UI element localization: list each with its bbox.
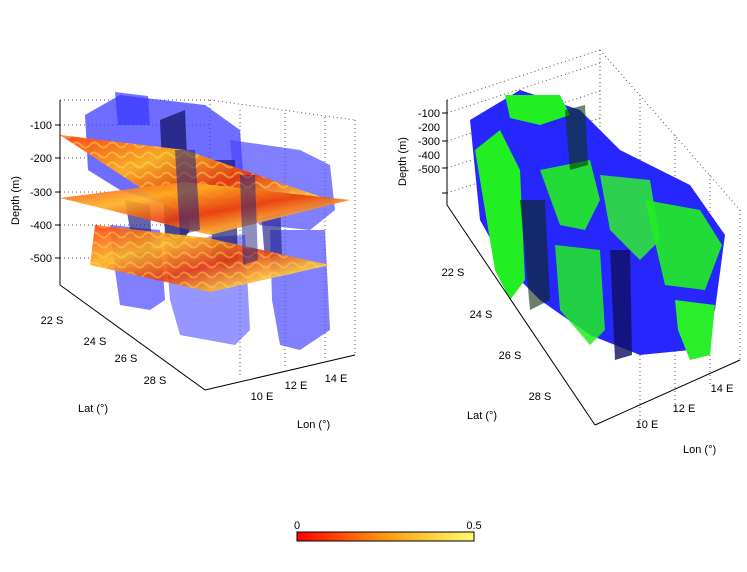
left-x-tick: 14 E bbox=[325, 373, 348, 385]
colorbar-gradient bbox=[296, 531, 475, 542]
left-z-tick: -300 bbox=[30, 187, 52, 199]
right-z-tick: -200 bbox=[418, 122, 440, 134]
right-x-tick: 14 E bbox=[711, 383, 734, 395]
left-z-tick: -400 bbox=[30, 220, 52, 232]
right-y-tick: 26 S bbox=[499, 350, 522, 362]
right-x-tick: 10 E bbox=[636, 419, 659, 431]
right-z-tick: -300 bbox=[418, 136, 440, 148]
colorbar-max-label: 0.5 bbox=[466, 520, 481, 532]
right-z-tick: -500 bbox=[418, 164, 440, 176]
right-x-label: Lon (°) bbox=[683, 444, 716, 456]
colorbar-min-label: 0 bbox=[294, 520, 300, 532]
left-panel: -100 -200 -300 -400 -500 Depth (m) 22 S … bbox=[10, 92, 356, 431]
left-x-label: Lon (°) bbox=[297, 419, 330, 431]
left-z-tick: -500 bbox=[30, 253, 52, 265]
left-y-tick: 26 S bbox=[115, 353, 138, 365]
left-z-label: Depth (m) bbox=[10, 176, 22, 225]
right-y-label: Lat (°) bbox=[467, 410, 497, 422]
left-y-tick: 28 S bbox=[144, 375, 167, 387]
right-z-label: Depth (m) bbox=[397, 137, 409, 186]
right-isosurfaces bbox=[470, 90, 725, 360]
left-z-tick: -100 bbox=[30, 120, 52, 132]
left-x-tick: 10 E bbox=[251, 391, 274, 403]
right-z-tick: -100 bbox=[418, 108, 440, 120]
left-y-label: Lat (°) bbox=[78, 403, 108, 415]
right-z-tick: -400 bbox=[418, 150, 440, 162]
left-slices bbox=[60, 135, 350, 292]
left-y-tick: 22 S bbox=[41, 315, 64, 327]
colorbar: 0 0.5 bbox=[294, 520, 482, 542]
right-y-tick: 24 S bbox=[470, 309, 493, 321]
right-x-tick: 12 E bbox=[673, 403, 696, 415]
right-panel: -100 -200 -300 -400 -500 Depth (m) 22 S … bbox=[397, 49, 741, 456]
left-z-tick: -200 bbox=[30, 153, 52, 165]
left-axes bbox=[55, 100, 356, 391]
right-axes bbox=[442, 100, 741, 426]
left-x-tick: 12 E bbox=[285, 380, 308, 392]
right-y-tick: 22 S bbox=[442, 267, 465, 279]
left-y-tick: 24 S bbox=[84, 336, 107, 348]
right-y-tick: 28 S bbox=[529, 391, 552, 403]
